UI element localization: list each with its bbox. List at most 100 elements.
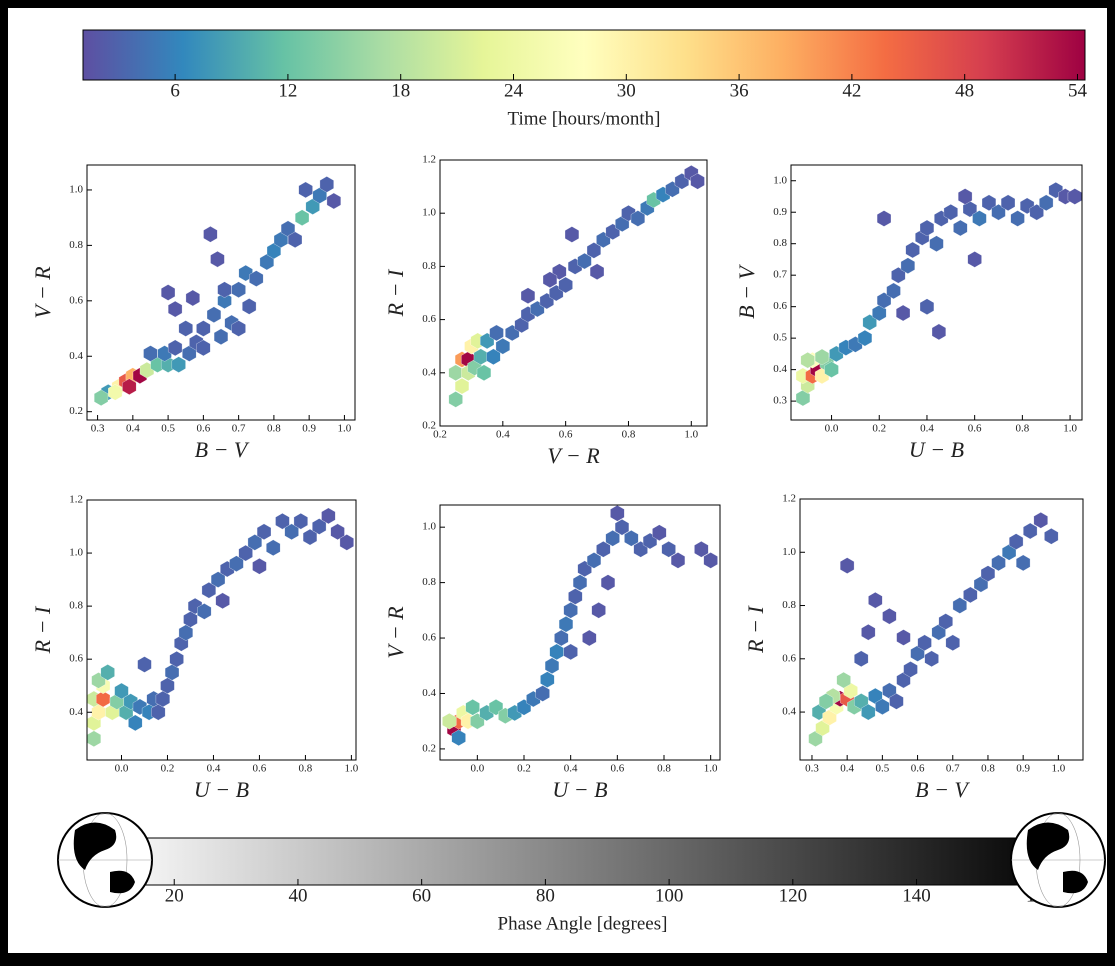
colorbar-tick-label: 24 bbox=[504, 80, 524, 101]
y-tick-label: 0.2 bbox=[422, 420, 436, 432]
hexbin-cell bbox=[943, 204, 958, 221]
hexbin-cell bbox=[137, 656, 152, 673]
hexbin-cell bbox=[275, 513, 290, 530]
hexbin-cell bbox=[938, 613, 953, 630]
x-tick-label: 0.0 bbox=[115, 763, 129, 775]
y-tick-label: 0.6 bbox=[782, 652, 796, 664]
hexbin-cell bbox=[465, 699, 480, 716]
hexbin-cell bbox=[454, 377, 470, 395]
x-tick-label: 0.3 bbox=[91, 423, 105, 435]
hexbin-cell bbox=[962, 200, 977, 218]
hexbin-cell bbox=[929, 235, 944, 252]
y-tick-label: 1.2 bbox=[422, 154, 436, 166]
hexbin-cell bbox=[568, 588, 583, 605]
x-tick-label: 0.2 bbox=[872, 423, 886, 435]
hexbin-cell bbox=[917, 634, 932, 651]
y-tick-label: 0.6 bbox=[773, 300, 787, 312]
hexbin-cell bbox=[295, 209, 310, 226]
hexbin-cell bbox=[563, 643, 578, 661]
hexbin-cell bbox=[670, 552, 686, 569]
figure-background bbox=[8, 8, 1107, 953]
y-tick-label: 0.3 bbox=[773, 395, 787, 407]
colorbar-tick-label: 42 bbox=[842, 80, 861, 101]
hex-layer bbox=[448, 165, 705, 408]
hexbin-cell bbox=[814, 348, 830, 366]
hexbin-cell bbox=[178, 320, 193, 337]
hexbin-cell bbox=[242, 298, 257, 315]
hexbin-cell bbox=[164, 664, 180, 681]
x-axis-label: V − R bbox=[547, 443, 600, 468]
y-tick-label: 0.8 bbox=[422, 260, 436, 272]
y-axis-label: B − V bbox=[734, 264, 759, 319]
hexbin-cell bbox=[535, 685, 550, 702]
hexbin-cell bbox=[448, 391, 463, 408]
hexbin-cell bbox=[600, 574, 616, 591]
hexbin-cell bbox=[900, 257, 915, 274]
hexbin-cell bbox=[319, 176, 334, 193]
hexbin-cell bbox=[1000, 194, 1016, 211]
hexbin-cell bbox=[980, 565, 996, 582]
hexbin-cell bbox=[96, 690, 111, 708]
hexbin-cell bbox=[967, 251, 982, 268]
y-tick-label: 0.6 bbox=[69, 653, 83, 665]
x-tick-label: 0.4 bbox=[840, 763, 854, 775]
x-axis-label: B − V bbox=[195, 437, 250, 462]
hexbin-cell bbox=[818, 693, 834, 710]
x-tick-label: 0.8 bbox=[657, 763, 671, 775]
hexbin-cell bbox=[614, 519, 630, 536]
hexbin-cell bbox=[520, 287, 536, 304]
x-tick-label: 0.2 bbox=[161, 763, 175, 775]
hexbin-cell bbox=[196, 320, 211, 337]
x-tick-label: 1.0 bbox=[345, 763, 359, 775]
x-axis-label: U − B bbox=[552, 777, 607, 802]
hexbin-cell bbox=[476, 364, 492, 381]
plot-frame bbox=[86, 499, 357, 761]
hexbin-cell bbox=[558, 616, 574, 633]
hexbin-cell bbox=[171, 356, 186, 373]
hexbin-cell bbox=[854, 693, 869, 710]
x-tick-label: 0.4 bbox=[126, 423, 140, 435]
hexbin-cell bbox=[489, 324, 504, 342]
y-tick-label: 0.4 bbox=[422, 366, 436, 378]
y-tick-label: 1.0 bbox=[782, 546, 796, 558]
hexbin-cell bbox=[854, 650, 869, 667]
hex-layer bbox=[808, 512, 1059, 747]
colorbar-tick-label: 100 bbox=[655, 885, 684, 906]
hexbin-cell bbox=[203, 226, 218, 243]
hexbin-cell bbox=[876, 210, 892, 227]
x-tick-label: 0.8 bbox=[267, 423, 281, 435]
hexbin-cell bbox=[168, 300, 183, 318]
y-tick-label: 0.4 bbox=[69, 350, 83, 362]
hexbin-cell bbox=[1010, 210, 1025, 227]
x-axis-label: B − V bbox=[915, 777, 970, 802]
plot-frame bbox=[86, 164, 356, 421]
y-tick-label: 0.8 bbox=[69, 239, 83, 251]
y-tick-label: 0.9 bbox=[773, 206, 787, 218]
hexbin-cell bbox=[231, 281, 246, 298]
hexbin-cell bbox=[554, 629, 569, 647]
hexbin-cell bbox=[694, 541, 709, 558]
x-tick-label: 0.6 bbox=[253, 763, 267, 775]
hexbin-cell bbox=[1033, 512, 1048, 529]
hexbin-cell bbox=[889, 693, 904, 710]
hexbin-cell bbox=[586, 552, 602, 569]
hexbin-cell bbox=[905, 241, 920, 259]
hexbin-cell bbox=[563, 602, 578, 619]
hexbin-cell bbox=[661, 541, 676, 558]
hexbin-cell bbox=[321, 507, 336, 525]
x-tick-label: 0.6 bbox=[610, 763, 624, 775]
hexbin-cell bbox=[94, 389, 109, 406]
hexbin-cell bbox=[896, 629, 911, 646]
x-tick-label: 0.6 bbox=[196, 423, 210, 435]
hexbin-cell bbox=[495, 338, 510, 355]
colorbar-tick-label: 40 bbox=[288, 885, 307, 906]
y-axis-label: V − R bbox=[30, 266, 55, 319]
hexbin-cell bbox=[861, 624, 876, 641]
hexbin-cell bbox=[875, 698, 890, 715]
x-tick-label: 0.3 bbox=[805, 763, 819, 775]
hexbin-cell bbox=[564, 226, 580, 243]
y-tick-label: 0.2 bbox=[422, 742, 436, 754]
hexbin-cell bbox=[542, 271, 558, 288]
hexbin-cell bbox=[540, 671, 555, 688]
